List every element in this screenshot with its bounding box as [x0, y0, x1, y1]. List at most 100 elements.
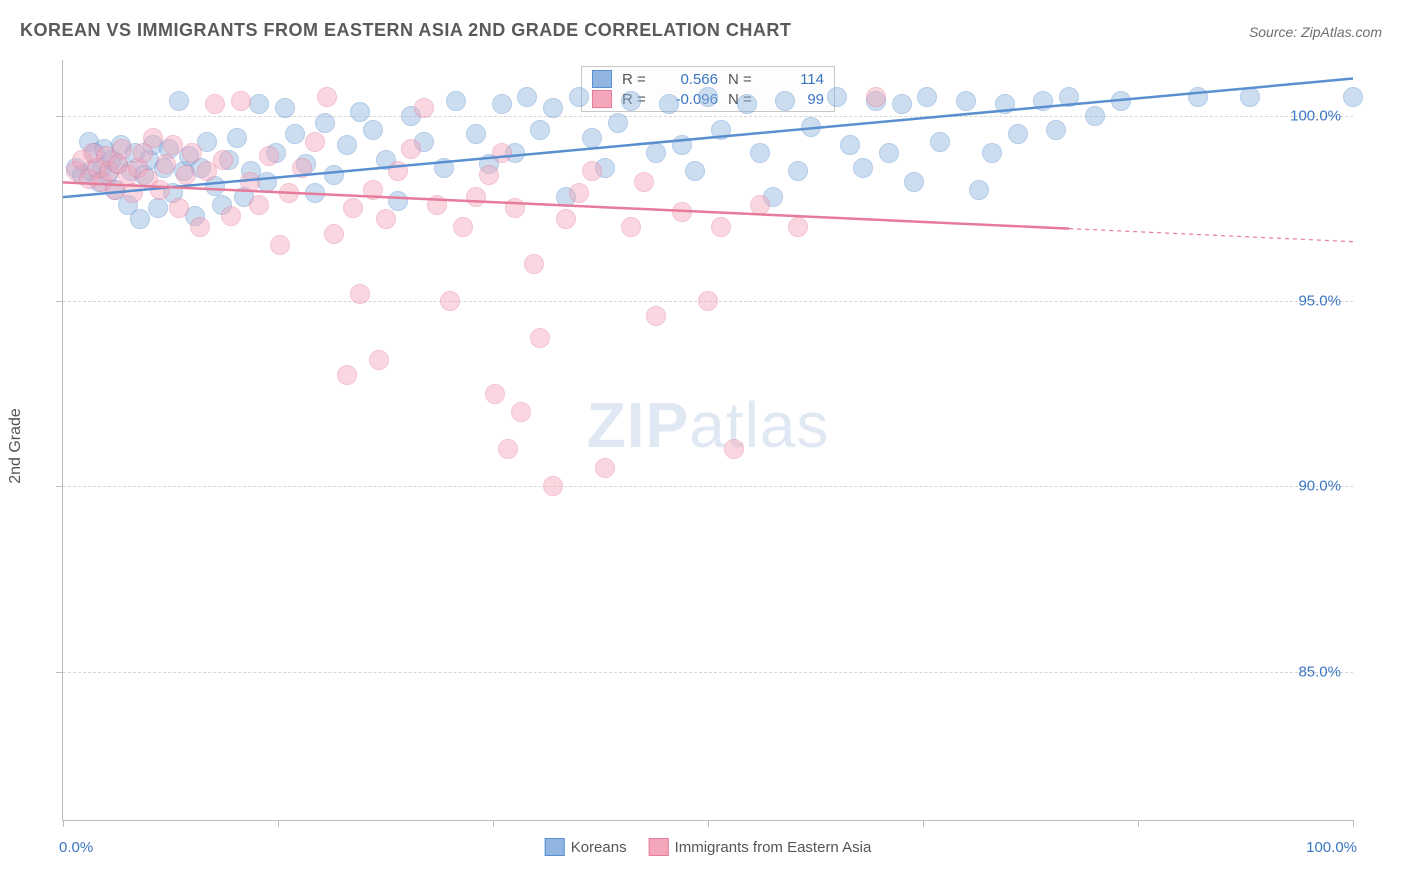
dot-immigrants: [150, 180, 170, 200]
dot-immigrants: [169, 198, 189, 218]
dot-immigrants: [479, 165, 499, 185]
legend-series: Koreans Immigrants from Eastern Asia: [545, 838, 872, 856]
ytick-mark: [56, 301, 63, 302]
dot-koreans: [517, 87, 537, 107]
legend-row-koreans: R = 0.566 N = 114: [582, 69, 834, 89]
dot-immigrants: [466, 187, 486, 207]
dot-koreans: [840, 135, 860, 155]
dot-koreans: [305, 183, 325, 203]
swatch-immigrants-icon: [592, 90, 612, 108]
dot-immigrants: [724, 439, 744, 459]
dot-immigrants: [123, 183, 143, 203]
dot-immigrants: [369, 350, 389, 370]
dot-immigrants: [388, 161, 408, 181]
x-min-label: 0.0%: [59, 839, 93, 856]
dot-koreans: [685, 161, 705, 181]
dot-koreans: [466, 124, 486, 144]
dot-immigrants: [634, 172, 654, 192]
dot-koreans: [285, 124, 305, 144]
dot-koreans: [130, 209, 150, 229]
dot-koreans: [315, 113, 335, 133]
chart-title: KOREAN VS IMMIGRANTS FROM EASTERN ASIA 2…: [20, 20, 791, 41]
dot-immigrants: [279, 183, 299, 203]
dot-immigrants: [376, 209, 396, 229]
dot-koreans: [324, 165, 344, 185]
dot-koreans: [249, 94, 269, 114]
dot-koreans: [737, 94, 757, 114]
ytick-label: 95.0%: [1298, 292, 1341, 309]
dot-koreans: [930, 132, 950, 152]
dot-immigrants: [621, 217, 641, 237]
dot-immigrants: [750, 195, 770, 215]
dot-immigrants: [182, 143, 202, 163]
ytick-mark: [56, 672, 63, 673]
dot-immigrants: [190, 217, 210, 237]
scatter-plot-area: ZIPatlas R = 0.566 N = 114 R = -0.096 N …: [62, 60, 1353, 821]
xtick-mark: [1353, 820, 1354, 827]
dot-immigrants: [163, 135, 183, 155]
dot-immigrants: [401, 139, 421, 159]
dot-koreans: [543, 98, 563, 118]
ytick-label: 85.0%: [1298, 663, 1341, 680]
ytick-label: 100.0%: [1290, 107, 1341, 124]
dot-immigrants: [270, 235, 290, 255]
dot-immigrants: [511, 402, 531, 422]
dot-koreans: [853, 158, 873, 178]
dot-immigrants: [530, 328, 550, 348]
dot-immigrants: [595, 458, 615, 478]
dot-koreans: [982, 143, 1002, 163]
ytick-label: 90.0%: [1298, 478, 1341, 495]
dot-koreans: [1188, 87, 1208, 107]
dot-koreans: [621, 91, 641, 111]
dot-koreans: [434, 158, 454, 178]
dot-koreans: [1343, 87, 1363, 107]
dot-koreans: [659, 94, 679, 114]
dot-koreans: [1046, 120, 1066, 140]
dot-koreans: [1085, 106, 1105, 126]
dot-immigrants: [317, 87, 337, 107]
dot-koreans: [995, 94, 1015, 114]
xtick-mark: [278, 820, 279, 827]
dot-immigrants: [788, 217, 808, 237]
dot-immigrants: [505, 198, 525, 218]
x-max-label: 100.0%: [1306, 839, 1357, 856]
legend-label-immigrants: Immigrants from Eastern Asia: [675, 839, 872, 856]
dot-immigrants: [240, 172, 260, 192]
dot-immigrants: [698, 291, 718, 311]
dot-koreans: [956, 91, 976, 111]
dot-immigrants: [363, 180, 383, 200]
dot-immigrants: [492, 143, 512, 163]
dot-immigrants: [711, 217, 731, 237]
dot-immigrants: [231, 91, 251, 111]
dot-koreans: [337, 135, 357, 155]
gridline: [63, 486, 1353, 487]
dot-immigrants: [221, 206, 241, 226]
dot-immigrants: [427, 195, 447, 215]
dot-immigrants: [176, 165, 196, 185]
watermark-bold: ZIP: [587, 389, 690, 461]
dot-immigrants: [453, 217, 473, 237]
dot-koreans: [608, 113, 628, 133]
dot-koreans: [1033, 91, 1053, 111]
dot-koreans: [904, 172, 924, 192]
watermark: ZIPatlas: [587, 388, 830, 462]
dot-immigrants: [213, 150, 233, 170]
dot-immigrants: [259, 146, 279, 166]
dot-koreans: [227, 128, 247, 148]
dot-immigrants: [556, 209, 576, 229]
dot-koreans: [698, 87, 718, 107]
dot-immigrants: [324, 224, 344, 244]
dot-immigrants: [350, 284, 370, 304]
gridline: [63, 116, 1353, 117]
dot-koreans: [275, 98, 295, 118]
dot-koreans: [827, 87, 847, 107]
dot-koreans: [446, 91, 466, 111]
gridline: [63, 672, 1353, 673]
swatch-koreans-icon: [545, 838, 565, 856]
legend-label-koreans: Koreans: [571, 839, 627, 856]
dot-koreans: [530, 120, 550, 140]
r-label: R =: [622, 71, 652, 88]
dot-koreans: [363, 120, 383, 140]
xtick-mark: [708, 820, 709, 827]
dot-immigrants: [143, 128, 163, 148]
